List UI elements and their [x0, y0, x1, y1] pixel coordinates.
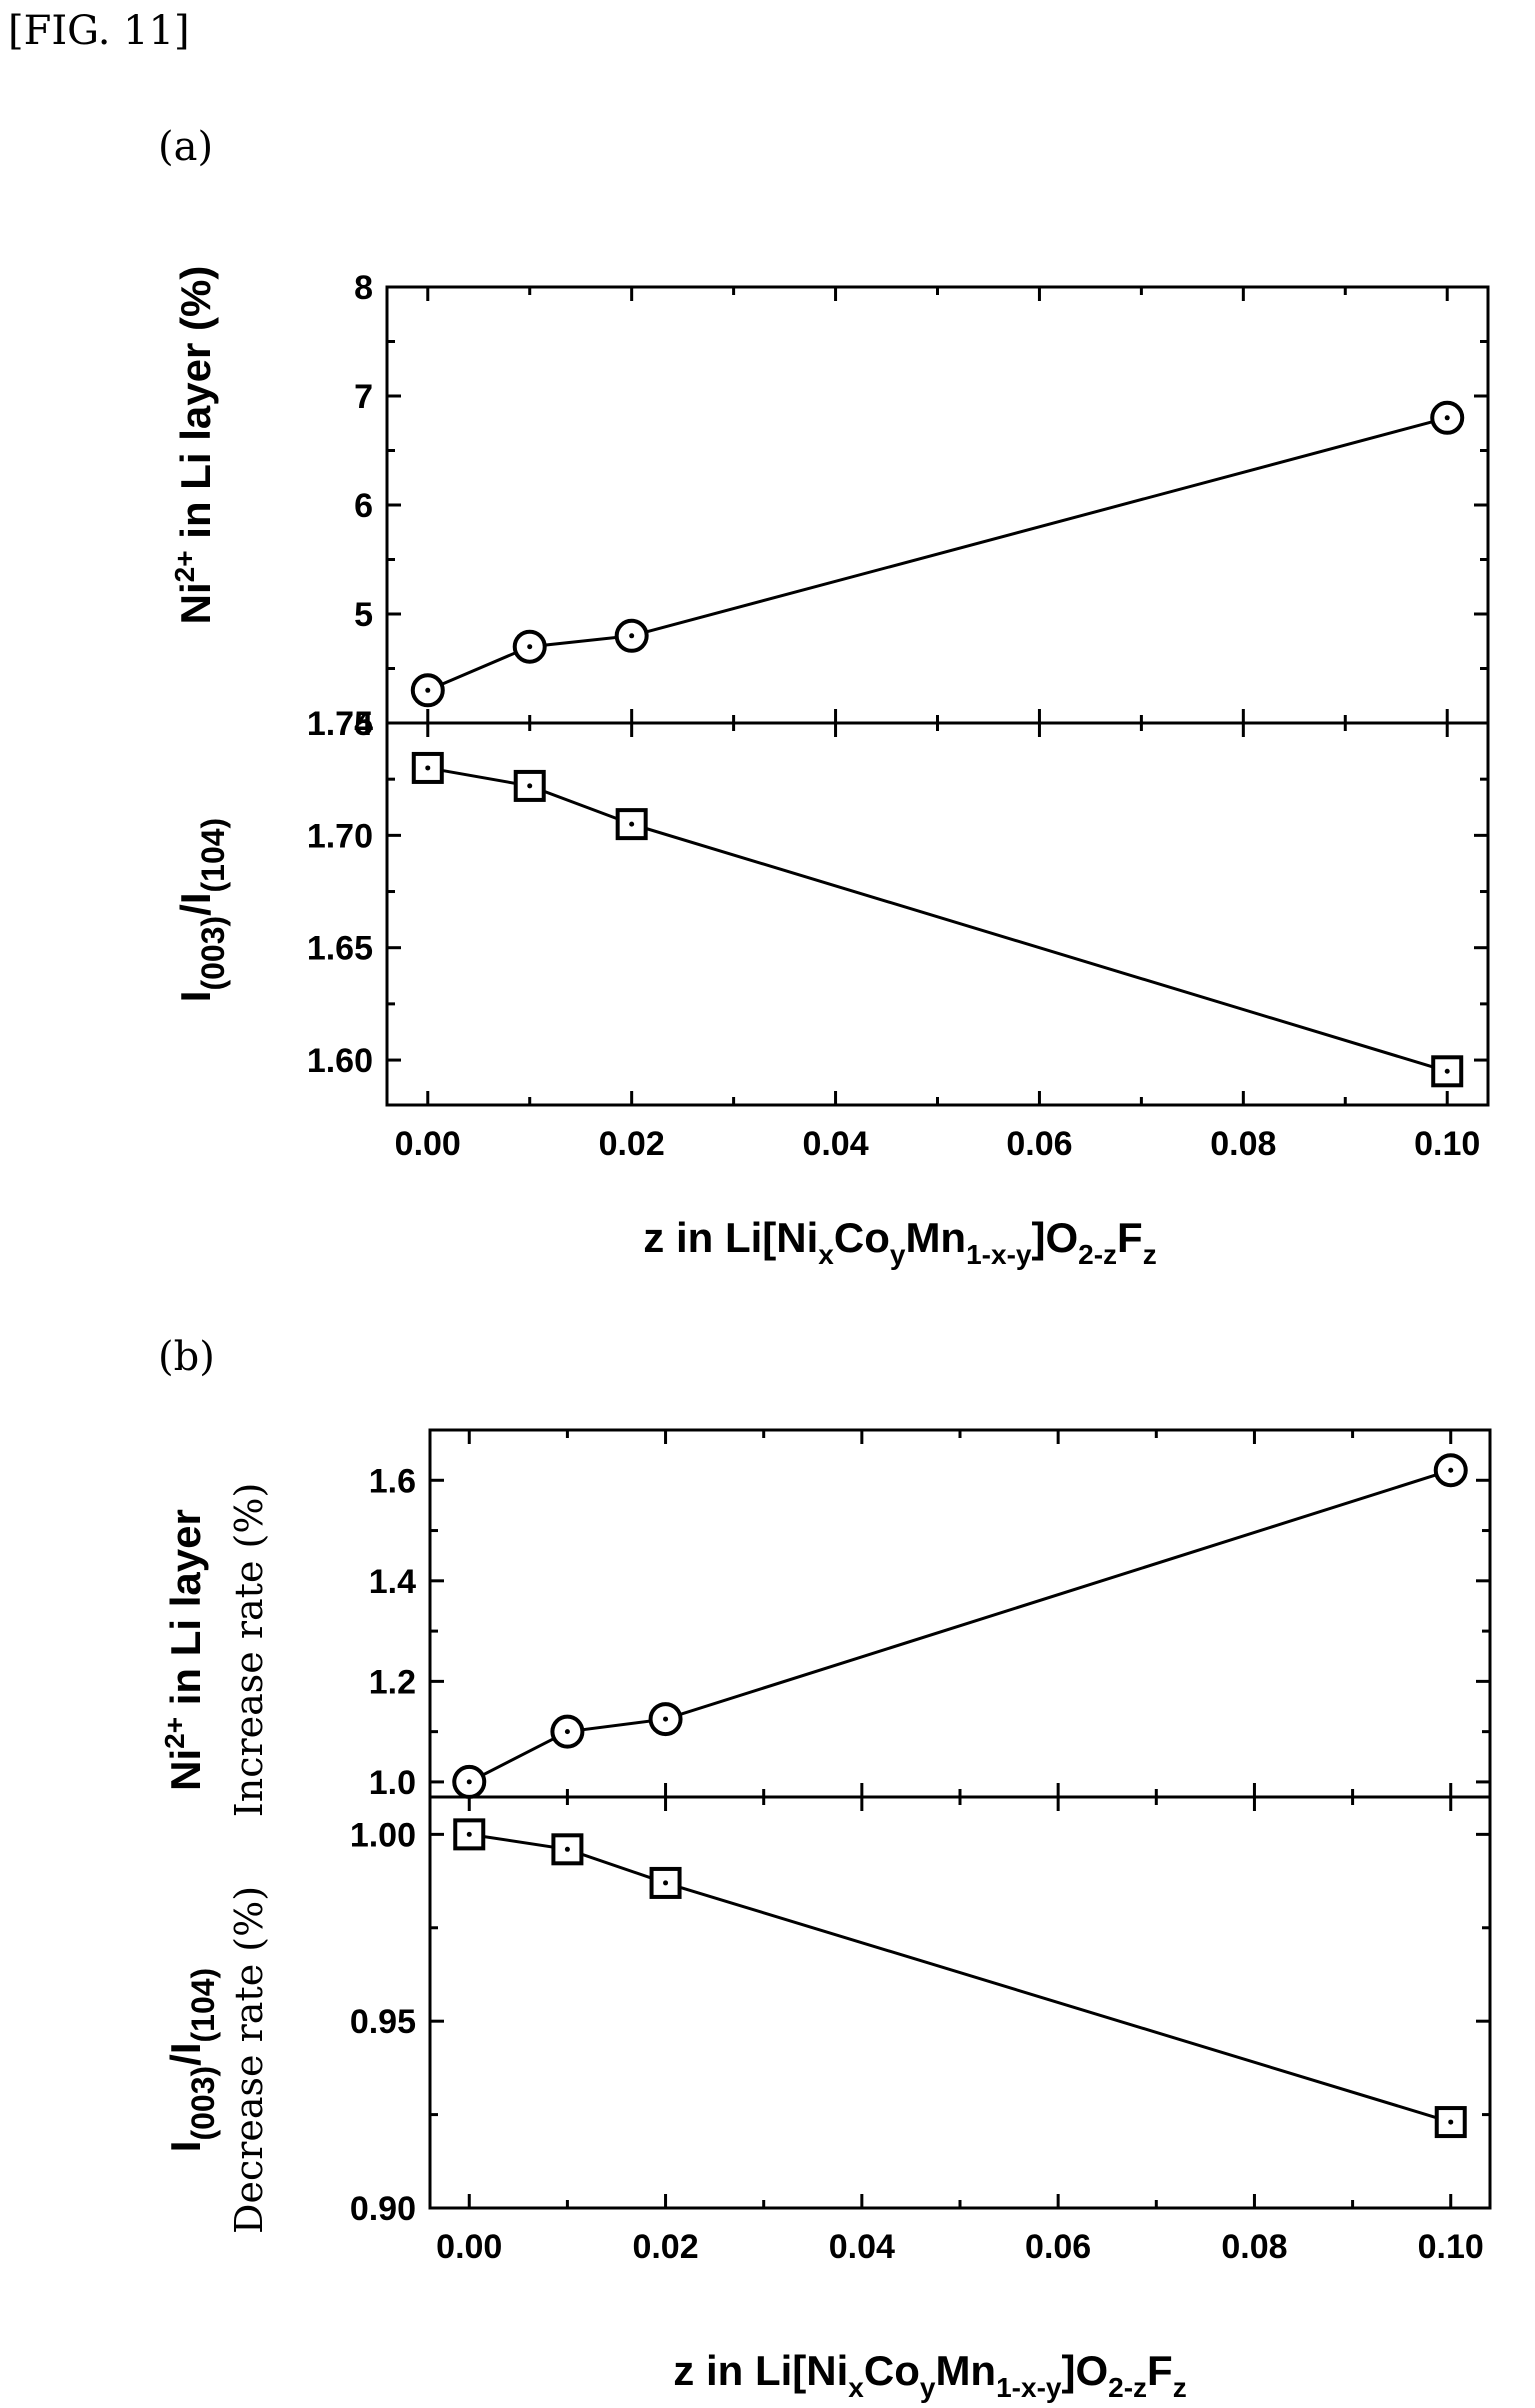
y-tick-label: 1.65: [307, 930, 373, 968]
data-point-dot: [564, 1729, 570, 1735]
x-tick-label: 0.04: [829, 2228, 895, 2266]
y-tick-label: 7: [354, 378, 373, 416]
y-tick-label: 1.2: [369, 1663, 416, 1701]
data-point-dot: [425, 765, 431, 771]
y-tick-label: 5: [354, 596, 373, 634]
x-tick-label: 0.06: [1025, 2228, 1091, 2266]
data-point-dot: [466, 1831, 472, 1837]
data-point-dot: [527, 644, 533, 650]
plots-layer: 4 5 6 7 8 0.00 0.02 0.04 0.06 0.08 0.10 1.60 1.65 1.7…: [307, 269, 1492, 2266]
panel-b-bottom-ylabel: I(003)/I(104): [162, 1968, 221, 2152]
panel-b-top-ylabel-sub: Increase rate (%): [227, 1483, 271, 1818]
panel-a-top-ylabel: Ni2+ in Li layer (%): [169, 266, 219, 625]
figure-label: [FIG. 11]: [8, 8, 190, 54]
series-line: [469, 1832, 1452, 2124]
chart-1: 0.00 0.02 0.04 0.06 0.08 0.10 1.60 1.65 1.70 1.75: [307, 705, 1490, 1163]
x-tick-label: 0.08: [1210, 1125, 1276, 1163]
x-tick-label: 0.08: [1221, 2228, 1287, 2266]
data-point-dot: [564, 1846, 570, 1852]
x-tick-label: 0.06: [1006, 1125, 1072, 1163]
x-tick-label: 0.02: [599, 1125, 665, 1163]
data-point-dot: [1448, 2119, 1454, 2125]
x-tick-label: 0.10: [1418, 2228, 1484, 2266]
y-tick-label: 6: [354, 487, 373, 525]
data-point-dot: [527, 783, 533, 789]
panel-b-label: (b): [158, 1334, 215, 1380]
plot-frame: [428, 1428, 1492, 1799]
chart-2: 1.0 1.2 1.4 1.6: [369, 1428, 1492, 1802]
chart-3: 0.00 0.02 0.04 0.06 0.08 0.10 0.90 0.95 1.00: [350, 1795, 1492, 2266]
y-tick-label: 1.60: [307, 1042, 373, 1080]
data-point-dot: [466, 1779, 472, 1785]
y-tick-label: 8: [354, 269, 373, 307]
data-point-dot: [629, 633, 635, 639]
y-tick-label: 1.4: [369, 1563, 416, 1601]
data-point-dot: [1444, 415, 1450, 421]
panel-b-top-ylabel: Ni2+ in Li layer: [159, 1509, 209, 1791]
x-tick-label: 0.00: [436, 2228, 502, 2266]
plot-frame: [385, 285, 1490, 725]
data-point-dot: [629, 821, 635, 827]
panel-b-xlabel: z in Li[NixCoyMn1-x-y]O2-zFz: [673, 2347, 1186, 2403]
x-tick-label: 0.00: [395, 1125, 461, 1163]
plot-frame: [385, 721, 1490, 1107]
y-tick-label: 4: [354, 705, 373, 743]
chart-0: 4 5 6 7 8: [354, 269, 1490, 743]
y-tick-label: 1.0: [369, 1764, 416, 1802]
data-point-dot: [663, 1880, 669, 1886]
y-tick-label: 1.75: [307, 705, 373, 743]
panel-b-bottom-ylabel-sub: Decrease rate (%): [227, 1886, 271, 2234]
series-line: [427, 416, 1448, 692]
data-point-dot: [663, 1716, 669, 1722]
panel-a-bottom-ylabel: I(003)/I(104): [172, 818, 231, 1002]
y-tick-label: 1.70: [307, 817, 373, 855]
x-tick-label: 0.04: [802, 1125, 868, 1163]
data-point-dot: [425, 687, 431, 693]
panel-a-xlabel: z in Li[NixCoyMn1-x-y]O2-zFz: [643, 1214, 1156, 1270]
plot-frame: [428, 1795, 1492, 2210]
y-tick-label: 0.90: [350, 2190, 416, 2228]
x-tick-label: 0.10: [1414, 1125, 1480, 1163]
data-point-dot: [1444, 1068, 1450, 1074]
data-point-square: [1431, 1055, 1464, 1088]
y-tick-label: 1.00: [350, 1816, 416, 1854]
x-tick-label: 0.02: [632, 2228, 698, 2266]
series-line: [427, 766, 1448, 1073]
panel-a-label: (a): [158, 124, 213, 170]
series-line: [468, 1468, 1452, 1784]
y-tick-label: 0.95: [350, 2003, 416, 2041]
y-tick-label: 1.6: [369, 1462, 416, 1500]
data-point-dot: [1448, 1467, 1454, 1473]
